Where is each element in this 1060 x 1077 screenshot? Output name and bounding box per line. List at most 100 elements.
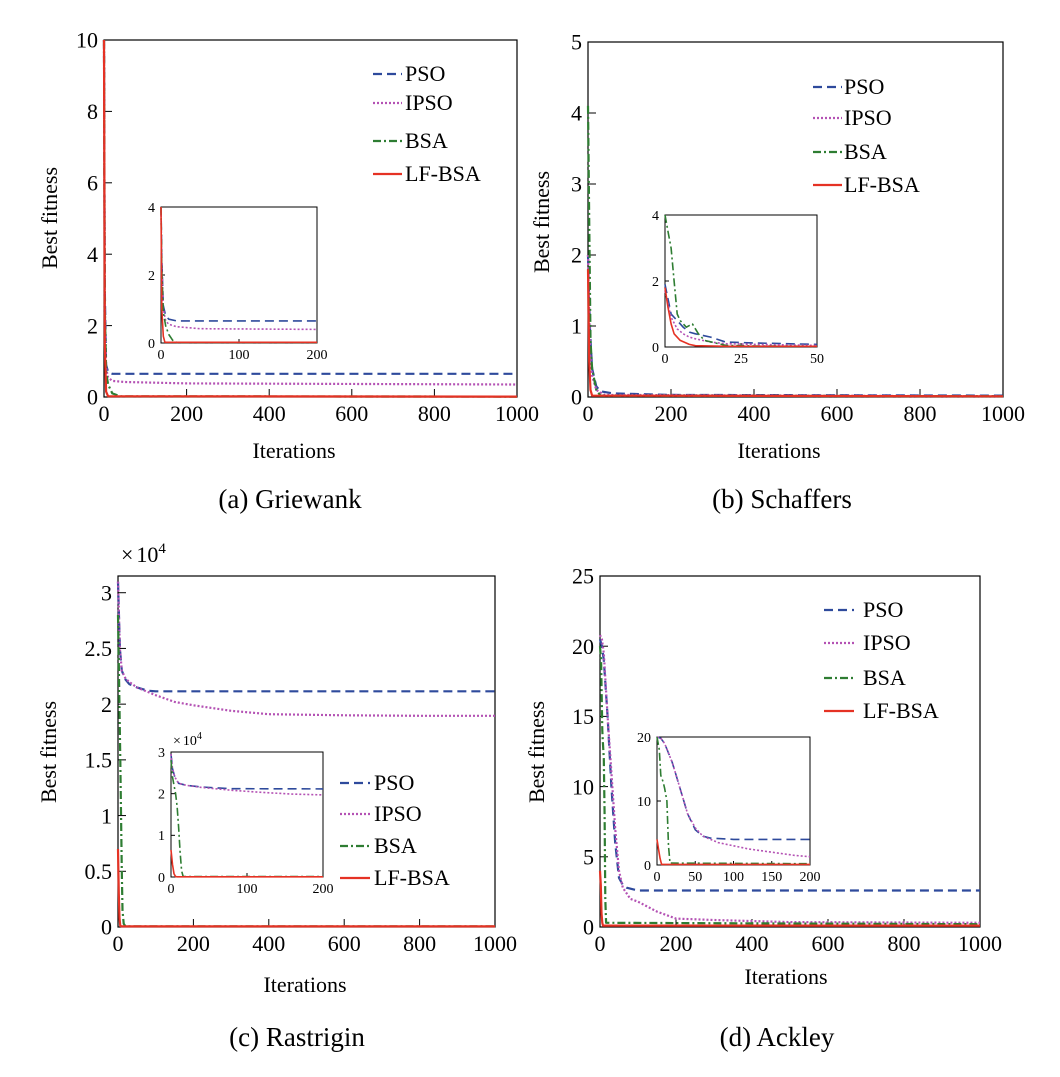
main-c-y-tick-label: 1	[101, 803, 112, 828]
legend-label-pso: PSO	[863, 597, 903, 622]
main-b-y-tick-label: 2	[571, 243, 582, 268]
main-c-y-tick-label: 0.5	[85, 859, 113, 884]
main-c-y-tick-label: 2.5	[85, 636, 113, 661]
legend-label-ipso: IPSO	[374, 801, 422, 826]
main-d-series-lf-bsa	[598, 870, 980, 927]
main-d-y-tick-label: 15	[572, 704, 594, 729]
main-a-x-tick-label: 800	[418, 401, 451, 426]
main-a-series-ipso	[102, 39, 518, 386]
main-b-x-tick-label: 800	[904, 401, 937, 426]
multiplier-exp-c: 4	[158, 541, 166, 557]
main-c-series-pso	[116, 581, 495, 693]
main-c-x-tick-label: 400	[252, 931, 285, 956]
legend-label-ipso: IPSO	[844, 105, 892, 130]
inset-c-y-tick-label: 3	[158, 746, 165, 761]
inset-multiplier-base-c: 10	[183, 734, 197, 749]
x-axis-label-c: Iterations	[263, 972, 346, 997]
main-c-y-tick-label: 1.5	[85, 748, 113, 773]
panel-title-c: (c) Rastrigin	[229, 1022, 365, 1052]
legend-label-lf-bsa: LF-BSA	[844, 172, 920, 197]
inset-d-series-bsa	[656, 736, 811, 865]
legend-label-lf-bsa: LF-BSA	[863, 698, 939, 723]
main-d-x-tick-label: 400	[736, 931, 769, 956]
main-d-x-tick-label: 200	[660, 931, 693, 956]
main-c-series-lf-bsa	[116, 848, 495, 928]
inset-frame-a	[160, 206, 318, 344]
multiplier-c: × 104	[121, 541, 166, 567]
inset-a-y-tick-label: 0	[148, 337, 155, 352]
inset-c-x-tick-label: 200	[313, 882, 334, 897]
main-b-y-tick-label: 3	[571, 172, 582, 197]
inset-b-marks: 0 25 50 0 2 4	[652, 209, 824, 367]
legend-a: PSO IPSO BSA LF-BSA	[373, 61, 481, 186]
main-d-y-tick-label: 5	[583, 845, 594, 870]
plot-frame-d	[599, 575, 981, 928]
inset-a-y-tick-label: 4	[148, 201, 155, 216]
main-a-x-tick-label: 400	[253, 401, 286, 426]
legend-label-lf-bsa: LF-BSA	[405, 161, 481, 186]
main-a-y-tick-label: 0	[87, 385, 98, 410]
inset-b-x-tick-label: 0	[662, 352, 669, 367]
main-a-y-tick-label: 8	[87, 99, 98, 124]
inset-d-y-tick-label: 0	[644, 859, 651, 874]
main-a-series-lf-bsa	[102, 39, 518, 398]
main-a-y-tick-label: 2	[87, 313, 98, 338]
main-c-y-tick-label: 0	[101, 915, 112, 940]
inset-frame-b	[664, 214, 818, 348]
inset-b-x-tick-label: 25	[734, 352, 748, 367]
panel-title-b: (b) Schaffers	[712, 484, 852, 514]
inset-b-series-pso	[664, 284, 818, 346]
panel-title-a: (a) Griewank	[218, 484, 362, 514]
inset-a-series-lf-bsa	[160, 206, 317, 344]
main-a-x-tick-label: 600	[335, 401, 368, 426]
inset-c-series-lf-bsa	[170, 849, 323, 878]
main-d-y-tick-label: 10	[572, 774, 594, 799]
main-a-x-tick-label: 0	[99, 401, 110, 426]
main-b-x-tick-label: 1000	[981, 401, 1025, 426]
main-b-x-tick-label: 600	[821, 401, 854, 426]
main-c-x-tick-label: 600	[328, 931, 361, 956]
y-axis-label-b: Best fitness	[529, 171, 554, 273]
legend-b: PSO IPSO BSA LF-BSA	[813, 74, 920, 197]
inset-c-y-tick-label: 2	[158, 788, 165, 803]
main-d-x-tick-label: 0	[595, 931, 606, 956]
legend-c: PSO IPSO BSA LF-BSA	[340, 770, 450, 890]
main-b-y-tick-label: 4	[571, 101, 582, 126]
inset-c-y-tick-label: 1	[158, 829, 165, 844]
inset-c-x-tick-label: 100	[237, 882, 258, 897]
inset-a-y-tick-label: 2	[148, 269, 155, 284]
inset-d-x-tick-label: 150	[761, 870, 782, 885]
main-a-y-tick-label: 10	[76, 28, 98, 53]
legend-label-lf-bsa: LF-BSA	[374, 865, 450, 890]
inset-a-marks: 0 100 200 0 2 4	[148, 201, 328, 363]
y-axis-label-c: Best fitness	[36, 701, 61, 803]
legend-label-bsa: BSA	[374, 833, 417, 858]
legend-label-pso: PSO	[374, 770, 414, 795]
inset-b-series-bsa	[664, 214, 818, 348]
main-c-x-tick-label: 200	[177, 931, 210, 956]
x-axis-label-d: Iterations	[744, 964, 827, 989]
inset-c-series-bsa	[170, 760, 323, 878]
main-b-x-tick-label: 0	[583, 401, 594, 426]
main-c-y-tick-label: 3	[101, 580, 112, 605]
main-d-y-tick-label: 0	[583, 915, 594, 940]
main-b-y-tick-label: 5	[571, 30, 582, 55]
main-d-x-tick-label: 600	[812, 931, 845, 956]
x-axis-label-b: Iterations	[737, 438, 820, 463]
main-c-x-tick-label: 0	[113, 931, 124, 956]
main-a-x-tick-label: 1000	[495, 401, 539, 426]
main-b-series-lf-bsa	[586, 269, 1004, 398]
y-axis-label-d: Best fitness	[524, 701, 549, 803]
x-axis-label-a: Iterations	[252, 438, 335, 463]
main-c-x-tick-label: 800	[403, 931, 436, 956]
inset-a-x-tick-label: 100	[229, 348, 250, 363]
inset-d-x-tick-label: 50	[688, 870, 702, 885]
inset-b-y-tick-label: 2	[652, 275, 659, 290]
main-b-y-tick-label: 1	[571, 314, 582, 339]
